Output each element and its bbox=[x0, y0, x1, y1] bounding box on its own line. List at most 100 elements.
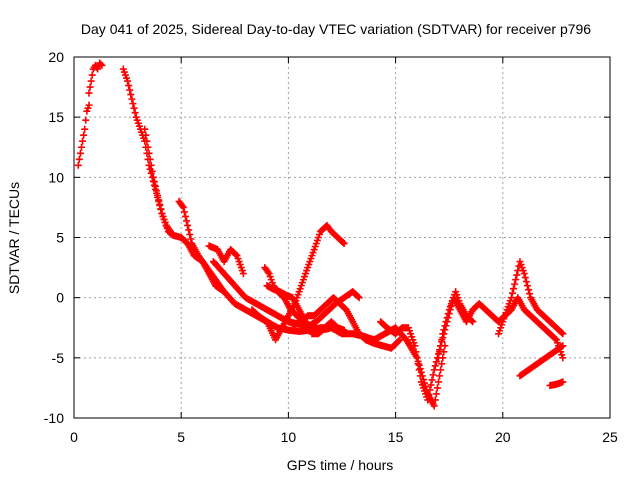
data-point bbox=[85, 89, 93, 97]
data-point bbox=[433, 384, 441, 392]
series-t16 bbox=[546, 378, 567, 390]
data-point bbox=[432, 390, 440, 398]
x-tick-label: 0 bbox=[70, 429, 78, 445]
data-point bbox=[149, 173, 157, 181]
data-point bbox=[340, 326, 348, 334]
data-point bbox=[131, 109, 139, 117]
data-point bbox=[559, 378, 567, 386]
data-point bbox=[165, 226, 173, 234]
data-point bbox=[436, 348, 444, 356]
data-point bbox=[85, 101, 93, 109]
data-point bbox=[179, 203, 187, 211]
data-point bbox=[183, 217, 191, 225]
x-axis-label: GPS time / hours bbox=[287, 457, 394, 473]
data-point bbox=[558, 329, 566, 337]
data-point bbox=[442, 318, 450, 326]
data-point bbox=[148, 167, 156, 175]
data-point bbox=[416, 365, 424, 373]
data-point bbox=[510, 285, 518, 293]
data-point bbox=[520, 270, 528, 278]
data-point bbox=[551, 335, 559, 343]
data-point bbox=[154, 191, 162, 199]
data-point bbox=[184, 221, 192, 229]
data-point bbox=[425, 391, 433, 399]
y-tick-label: 15 bbox=[48, 109, 64, 125]
data-point bbox=[127, 91, 135, 99]
data-point bbox=[437, 366, 445, 374]
data-point bbox=[508, 289, 516, 297]
data-point bbox=[78, 143, 86, 151]
chart-title: Day 041 of 2025, Sidereal Day-to-day VTE… bbox=[81, 21, 591, 37]
data-point bbox=[354, 293, 362, 301]
data-point bbox=[468, 317, 476, 325]
data-point bbox=[511, 280, 519, 288]
data-point bbox=[416, 372, 424, 380]
data-point bbox=[180, 208, 188, 216]
data-point bbox=[128, 95, 136, 103]
data-point bbox=[142, 131, 150, 139]
series-t1 bbox=[74, 101, 93, 169]
data-point bbox=[264, 268, 272, 276]
series-t15 bbox=[516, 342, 567, 380]
data-point bbox=[428, 376, 436, 384]
data-point bbox=[181, 212, 189, 220]
y-tick-label: 5 bbox=[56, 230, 64, 246]
data-point bbox=[129, 100, 137, 108]
series-t13 bbox=[434, 288, 477, 362]
data-point bbox=[80, 131, 88, 139]
data-point bbox=[469, 318, 477, 326]
data-point bbox=[429, 371, 437, 379]
series-t11 bbox=[284, 294, 404, 352]
data-point bbox=[395, 337, 403, 345]
data-point bbox=[355, 294, 363, 302]
data-point bbox=[526, 290, 534, 298]
series-t14 bbox=[495, 258, 567, 338]
data-point bbox=[438, 336, 446, 344]
data-point bbox=[424, 396, 432, 404]
data-point bbox=[507, 294, 515, 302]
data-point bbox=[88, 71, 96, 79]
y-axis-label: SDTVAR / TECUs bbox=[6, 182, 22, 294]
y-axis: -10 -5 0 5 10 15 20 bbox=[44, 49, 610, 426]
data-point bbox=[559, 330, 567, 338]
y-tick-label: 10 bbox=[48, 169, 64, 185]
x-tick-label: 15 bbox=[388, 429, 404, 445]
series-t2 bbox=[85, 59, 106, 97]
data-point bbox=[439, 330, 447, 338]
data-point bbox=[559, 342, 567, 350]
data-point bbox=[396, 336, 404, 344]
grid-lines bbox=[74, 57, 610, 418]
data-point bbox=[143, 137, 151, 145]
data-point bbox=[414, 360, 422, 368]
data-series bbox=[74, 59, 567, 410]
data-point bbox=[513, 271, 521, 279]
data-point bbox=[430, 366, 438, 374]
data-point bbox=[415, 366, 423, 374]
data-point bbox=[430, 402, 438, 410]
data-point bbox=[432, 358, 440, 366]
y-tick-label: 0 bbox=[56, 290, 64, 306]
data-point bbox=[130, 104, 138, 112]
data-point bbox=[186, 230, 194, 238]
data-point bbox=[81, 125, 89, 133]
data-point bbox=[82, 116, 90, 124]
data-point bbox=[431, 396, 439, 404]
x-tick-label: 20 bbox=[495, 429, 511, 445]
data-point bbox=[76, 149, 84, 157]
data-point bbox=[521, 274, 529, 282]
data-point bbox=[436, 372, 444, 380]
data-point bbox=[153, 187, 161, 195]
data-point bbox=[87, 77, 95, 85]
data-point bbox=[411, 342, 419, 350]
y-tick-label: -5 bbox=[52, 350, 65, 366]
data-point bbox=[145, 149, 153, 157]
data-point bbox=[126, 86, 134, 94]
data-point bbox=[522, 278, 530, 286]
data-point bbox=[413, 354, 421, 362]
data-point bbox=[239, 270, 247, 278]
x-tick-label: 5 bbox=[177, 429, 185, 445]
data-point bbox=[97, 60, 105, 68]
data-point bbox=[431, 362, 439, 370]
data-point bbox=[525, 286, 533, 294]
data-point bbox=[185, 226, 193, 234]
